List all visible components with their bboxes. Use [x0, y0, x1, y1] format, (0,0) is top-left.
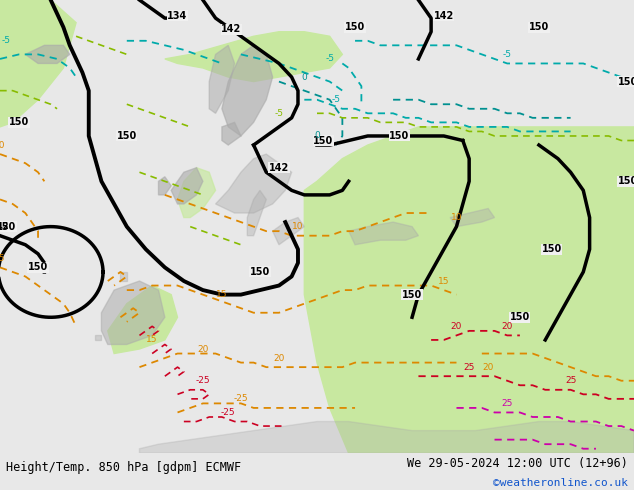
Polygon shape — [304, 127, 634, 453]
Text: 25: 25 — [565, 376, 576, 385]
Text: -25: -25 — [221, 408, 236, 417]
Text: 15: 15 — [216, 290, 228, 299]
Text: 142: 142 — [221, 24, 242, 34]
Polygon shape — [120, 272, 127, 281]
Text: 150: 150 — [510, 312, 530, 322]
Text: 150: 150 — [618, 76, 634, 87]
Text: 142: 142 — [269, 163, 289, 172]
Polygon shape — [178, 168, 216, 218]
Polygon shape — [247, 191, 266, 236]
Text: 134: 134 — [167, 11, 188, 21]
Text: 150: 150 — [618, 176, 634, 186]
Text: 150: 150 — [117, 131, 137, 141]
Text: 150: 150 — [9, 118, 29, 127]
Text: 150: 150 — [345, 22, 365, 32]
Text: -5: -5 — [503, 50, 512, 59]
Text: -5: -5 — [332, 95, 340, 104]
Text: 10: 10 — [0, 141, 6, 149]
Text: 0: 0 — [314, 131, 320, 141]
Polygon shape — [158, 177, 171, 195]
Polygon shape — [165, 32, 342, 82]
Text: 0: 0 — [301, 73, 307, 81]
Polygon shape — [222, 46, 273, 136]
Text: 15: 15 — [438, 276, 450, 286]
Text: We 29-05-2024 12:00 UTC (12+96): We 29-05-2024 12:00 UTC (12+96) — [407, 457, 628, 470]
Text: -25: -25 — [195, 376, 210, 385]
Text: 142: 142 — [0, 222, 9, 231]
Text: ©weatheronline.co.uk: ©weatheronline.co.uk — [493, 478, 628, 489]
Polygon shape — [25, 46, 70, 64]
Polygon shape — [139, 421, 634, 453]
Polygon shape — [209, 46, 235, 113]
Text: 15: 15 — [0, 254, 6, 263]
Text: 25: 25 — [463, 363, 475, 371]
Text: 150: 150 — [541, 245, 562, 254]
Text: -5: -5 — [2, 36, 11, 45]
Text: 150: 150 — [0, 221, 16, 232]
Polygon shape — [171, 168, 203, 204]
Text: 150: 150 — [402, 290, 422, 299]
Polygon shape — [216, 154, 292, 213]
Text: -25: -25 — [233, 394, 249, 403]
Text: -5: -5 — [275, 109, 283, 118]
Text: 25: 25 — [501, 399, 513, 408]
Polygon shape — [108, 286, 178, 354]
Text: 150: 150 — [28, 263, 48, 272]
Polygon shape — [95, 335, 101, 340]
Text: 20: 20 — [501, 322, 513, 331]
Polygon shape — [450, 209, 495, 226]
Polygon shape — [101, 281, 165, 344]
Polygon shape — [0, 0, 76, 127]
Text: 150: 150 — [250, 267, 270, 277]
Text: -5: -5 — [325, 54, 334, 63]
Text: 20: 20 — [197, 344, 209, 353]
Polygon shape — [222, 122, 241, 145]
Text: 20: 20 — [273, 354, 285, 363]
Polygon shape — [349, 222, 418, 245]
Polygon shape — [273, 218, 304, 245]
Text: 15: 15 — [146, 336, 158, 344]
Text: 20: 20 — [482, 363, 494, 371]
Text: Height/Temp. 850 hPa [gdpm] ECMWF: Height/Temp. 850 hPa [gdpm] ECMWF — [6, 462, 242, 474]
Text: 142: 142 — [434, 11, 454, 21]
Text: 10: 10 — [451, 213, 462, 222]
Text: 150: 150 — [529, 22, 549, 32]
Text: 10: 10 — [292, 222, 304, 231]
Text: 150: 150 — [313, 136, 333, 146]
Text: 20: 20 — [451, 322, 462, 331]
Text: 150: 150 — [389, 131, 410, 141]
